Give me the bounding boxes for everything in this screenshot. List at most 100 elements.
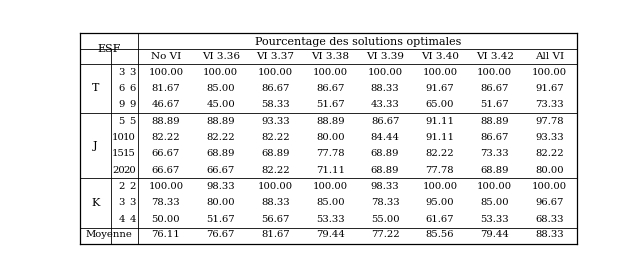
Text: J: J [94,141,98,151]
Text: 88.33: 88.33 [261,198,290,207]
Text: 4: 4 [119,215,125,224]
Text: Moyenne: Moyenne [86,230,133,239]
Text: 45.00: 45.00 [206,100,235,109]
Text: 10: 10 [112,133,125,142]
Text: 66.67: 66.67 [206,166,235,175]
Text: 9: 9 [119,100,125,109]
Text: 20: 20 [123,166,136,175]
Text: 68.89: 68.89 [262,149,290,158]
Text: 81.67: 81.67 [151,84,180,93]
Text: 55.00: 55.00 [370,215,399,224]
Text: 10: 10 [123,133,136,142]
Text: 68.33: 68.33 [535,215,563,224]
Text: Pourcentage des solutions optimales: Pourcentage des solutions optimales [254,37,461,47]
Text: 96.67: 96.67 [535,198,563,207]
Text: 65.00: 65.00 [426,100,454,109]
Text: VI 3.38: VI 3.38 [312,52,349,61]
Text: 100.00: 100.00 [313,182,348,191]
Text: 100.00: 100.00 [258,182,293,191]
Text: 51.67: 51.67 [480,100,509,109]
Text: VI 3.39: VI 3.39 [366,52,404,61]
Text: 98.33: 98.33 [206,182,235,191]
Text: 82.22: 82.22 [535,149,564,158]
Text: 5: 5 [119,117,125,126]
Text: 93.33: 93.33 [535,133,564,142]
Text: 3: 3 [119,198,125,207]
Text: 80.00: 80.00 [316,133,345,142]
Text: 95.00: 95.00 [426,198,454,207]
Text: 50.00: 50.00 [151,215,180,224]
Text: 77.22: 77.22 [370,230,399,239]
Text: 3: 3 [129,68,136,77]
Text: 15: 15 [112,149,125,158]
Text: 78.33: 78.33 [370,198,399,207]
Text: 100.00: 100.00 [367,68,403,77]
Text: 53.33: 53.33 [480,215,509,224]
Text: 76.67: 76.67 [206,230,235,239]
Text: 86.67: 86.67 [262,84,290,93]
Text: VI 3.37: VI 3.37 [256,52,294,61]
Text: 73.33: 73.33 [535,100,564,109]
Text: 68.89: 68.89 [481,166,509,175]
Text: 86.67: 86.67 [481,133,509,142]
Text: 91.67: 91.67 [535,84,564,93]
Text: 56.67: 56.67 [262,215,290,224]
Text: 58.33: 58.33 [261,100,290,109]
Text: 3: 3 [129,198,136,207]
Text: 73.33: 73.33 [480,149,509,158]
Text: 88.89: 88.89 [206,117,235,126]
Text: 61.67: 61.67 [426,215,454,224]
Text: 9: 9 [129,100,136,109]
Text: 82.22: 82.22 [261,133,290,142]
Text: 85.00: 85.00 [316,198,345,207]
Text: 91.11: 91.11 [426,117,454,126]
Text: No VI: No VI [151,52,181,61]
Text: 88.33: 88.33 [370,84,399,93]
Text: 81.67: 81.67 [261,230,290,239]
Text: 80.00: 80.00 [535,166,564,175]
Text: 4: 4 [129,215,136,224]
Text: 76.11: 76.11 [151,230,180,239]
Text: 71.11: 71.11 [316,166,345,175]
Text: 78.33: 78.33 [151,198,180,207]
Text: 79.44: 79.44 [480,230,509,239]
Text: 77.78: 77.78 [316,149,345,158]
Text: 86.67: 86.67 [371,117,399,126]
Text: 98.33: 98.33 [370,182,399,191]
Text: 82.22: 82.22 [261,166,290,175]
Text: 82.22: 82.22 [426,149,454,158]
Text: 82.22: 82.22 [206,133,235,142]
Text: VI 3.42: VI 3.42 [476,52,513,61]
Text: 15: 15 [123,149,136,158]
Text: 84.44: 84.44 [370,133,399,142]
Text: VI 3.36: VI 3.36 [202,52,240,61]
Text: 100.00: 100.00 [532,68,567,77]
Text: 20: 20 [112,166,125,175]
Text: 100.00: 100.00 [477,182,512,191]
Text: 88.89: 88.89 [480,117,509,126]
Text: 86.67: 86.67 [481,84,509,93]
Text: 100.00: 100.00 [477,68,512,77]
Text: 100.00: 100.00 [532,182,567,191]
Text: 77.78: 77.78 [426,166,454,175]
Text: 88.89: 88.89 [316,117,345,126]
Text: 100.00: 100.00 [313,68,348,77]
Text: 85.56: 85.56 [426,230,454,239]
Text: 46.67: 46.67 [152,100,180,109]
Text: 53.33: 53.33 [316,215,345,224]
Text: 6: 6 [119,84,125,93]
Text: 79.44: 79.44 [316,230,345,239]
Text: 91.67: 91.67 [426,84,454,93]
Text: 68.89: 68.89 [371,166,399,175]
Text: 2: 2 [129,182,136,191]
Text: 85.00: 85.00 [206,84,235,93]
Text: 6: 6 [129,84,136,93]
Text: 66.67: 66.67 [152,166,180,175]
Text: 100.00: 100.00 [203,68,238,77]
Text: 51.67: 51.67 [206,215,235,224]
Text: K: K [92,198,100,208]
Text: 43.33: 43.33 [370,100,399,109]
Text: 3: 3 [119,68,125,77]
Text: 91.11: 91.11 [426,133,454,142]
Text: 100.00: 100.00 [422,68,458,77]
